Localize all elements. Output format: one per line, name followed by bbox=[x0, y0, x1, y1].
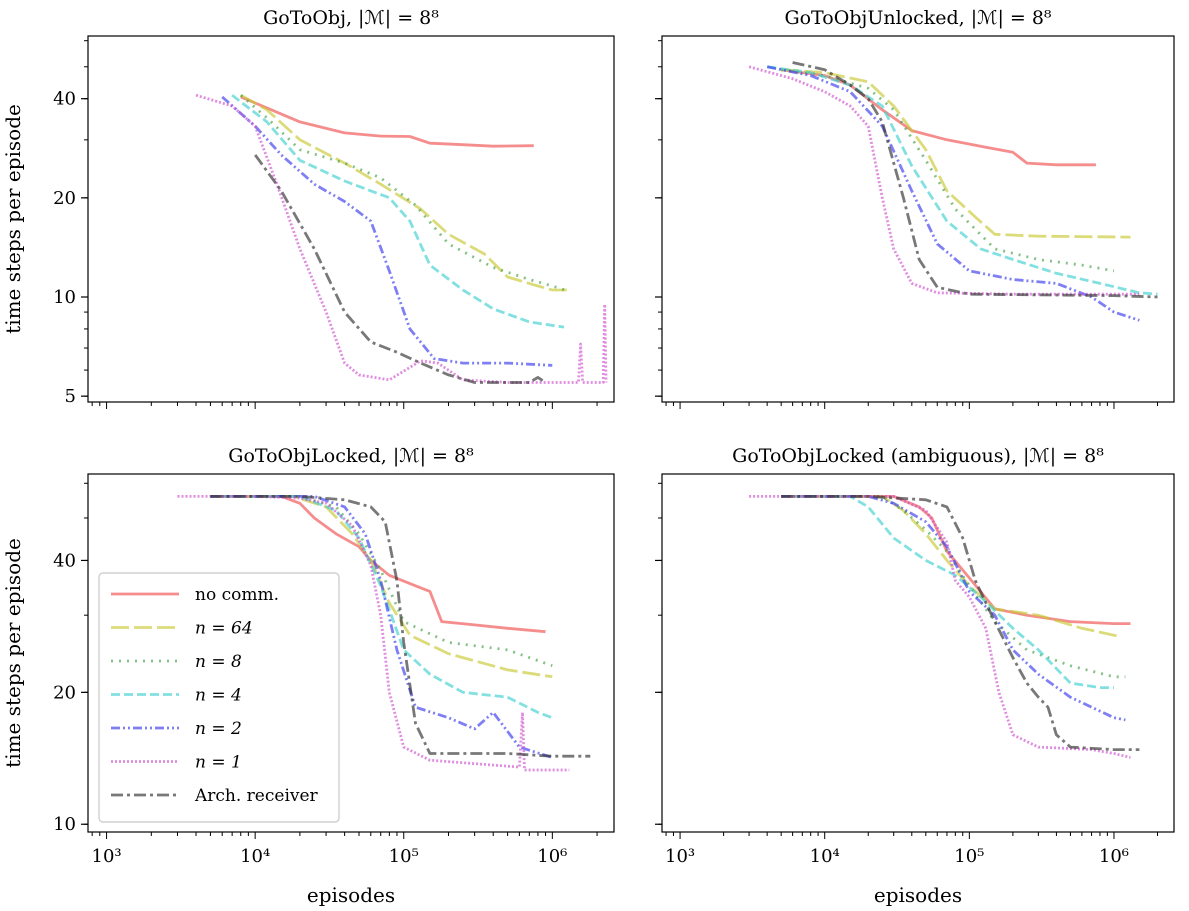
legend-box bbox=[98, 572, 340, 823]
y-tick-label: 10 bbox=[53, 814, 76, 835]
series-line-n8 bbox=[239, 94, 570, 293]
series-line-no_comm bbox=[240, 95, 534, 148]
legend-label-n64: n = 64 bbox=[195, 619, 253, 639]
y-tick-label: 20 bbox=[53, 188, 76, 209]
y-tick-label: 20 bbox=[53, 682, 76, 703]
x-axis-label: episodes bbox=[307, 883, 395, 907]
series-line-n8 bbox=[781, 68, 1115, 273]
x-tick-label: 10³ bbox=[665, 846, 695, 867]
series-line-n64 bbox=[240, 93, 570, 292]
series-line-n4 bbox=[781, 495, 1114, 689]
subplot-3: GoToObjLocked, |ℳ| = 8⁸ 10³ 10⁴ 10⁵ 10⁶ episo… bbox=[1, 445, 615, 907]
x-tick-label: 10³ bbox=[92, 846, 122, 867]
series-line-arch bbox=[781, 495, 1140, 751]
subplot-title: GoToObjLocked (ambiguous), |ℳ| = 8⁸ bbox=[732, 445, 1104, 467]
plot-frame bbox=[661, 35, 1175, 403]
plot-frame bbox=[661, 473, 1175, 833]
series-line-no_comm bbox=[781, 495, 1131, 625]
series-line-n2 bbox=[210, 495, 553, 759]
y-tick-label: 40 bbox=[53, 89, 76, 110]
y-tick-label: 10 bbox=[53, 287, 76, 308]
y-axis: 40 20 10 bbox=[53, 482, 88, 835]
legend: no comm. n = 64 n = 8 n = 4 n = 2 n = 1 Arch. … bbox=[98, 572, 340, 823]
series-line-n1 bbox=[748, 65, 1140, 296]
x-axis: 10³ 10⁴ 10⁵ 10⁶ bbox=[665, 832, 1159, 867]
plot-frame bbox=[87, 473, 615, 833]
subplot-1: GoToObj, |ℳ| = 8⁸ 40 20 10 5 time steps per e… bbox=[1, 7, 615, 409]
series-line-arch bbox=[210, 495, 591, 758]
y-axis bbox=[655, 482, 662, 825]
x-axis: 10³ 10⁴ 10⁵ 10⁶ bbox=[92, 832, 598, 867]
subplot-title: GoToObj, |ℳ| = 8⁸ bbox=[263, 7, 439, 29]
series-line-n2 bbox=[221, 95, 553, 367]
series-group bbox=[195, 93, 608, 384]
y-tick-label: 5 bbox=[65, 386, 76, 407]
y-tick-label: 40 bbox=[53, 550, 76, 571]
series-line-n4 bbox=[767, 65, 1158, 296]
series-line-n8 bbox=[781, 495, 1126, 679]
y-axis: 40 20 10 5 bbox=[53, 40, 88, 407]
y-axis-label: time steps per episode bbox=[1, 538, 25, 768]
x-axis bbox=[665, 402, 1159, 409]
x-tick-label: 10⁶ bbox=[1099, 846, 1129, 867]
legend-label-n4: n = 4 bbox=[195, 686, 242, 706]
y-axis-label: time steps per episode bbox=[1, 104, 25, 334]
subplot-title: GoToObjLocked, |ℳ| = 8⁸ bbox=[228, 445, 474, 467]
series-line-n2 bbox=[766, 65, 1140, 322]
x-tick-label: 10⁵ bbox=[389, 846, 419, 867]
series-line-n4 bbox=[231, 94, 565, 329]
series-group bbox=[749, 495, 1140, 759]
x-tick-label: 10⁵ bbox=[954, 846, 984, 867]
legend-label-n1: n = 1 bbox=[195, 753, 242, 773]
subplot-2: GoToObjUnlocked, |ℳ| = 8⁸ bbox=[655, 7, 1175, 409]
x-axis-label: episodes bbox=[874, 883, 962, 907]
series-line-n64 bbox=[781, 68, 1131, 239]
legend-label-n8: n = 8 bbox=[195, 652, 242, 672]
series-line-arch bbox=[254, 154, 547, 384]
series-line-no_comm bbox=[781, 68, 1096, 167]
legend-label-n2: n = 2 bbox=[195, 719, 242, 739]
subplot-title: GoToObjUnlocked, |ℳ| = 8⁸ bbox=[784, 7, 1051, 29]
series-line-n1 bbox=[177, 495, 570, 772]
series-line-n1 bbox=[195, 93, 608, 384]
series-line-no_comm bbox=[210, 495, 546, 634]
series-group bbox=[748, 61, 1158, 322]
series-line-arch bbox=[792, 61, 1158, 299]
legend-label-arch: Arch. receiver bbox=[194, 786, 319, 806]
x-tick-label: 10⁴ bbox=[240, 846, 270, 867]
y-axis bbox=[655, 40, 662, 397]
x-axis bbox=[91, 402, 598, 409]
x-tick-label: 10⁴ bbox=[810, 846, 840, 867]
plot-frame bbox=[87, 35, 615, 403]
series-line-n64 bbox=[781, 495, 1121, 638]
series-group bbox=[177, 495, 591, 772]
x-tick-label: 10⁶ bbox=[537, 846, 567, 867]
legend-label-no_comm: no comm. bbox=[195, 585, 279, 605]
series-line-n2 bbox=[781, 495, 1126, 722]
